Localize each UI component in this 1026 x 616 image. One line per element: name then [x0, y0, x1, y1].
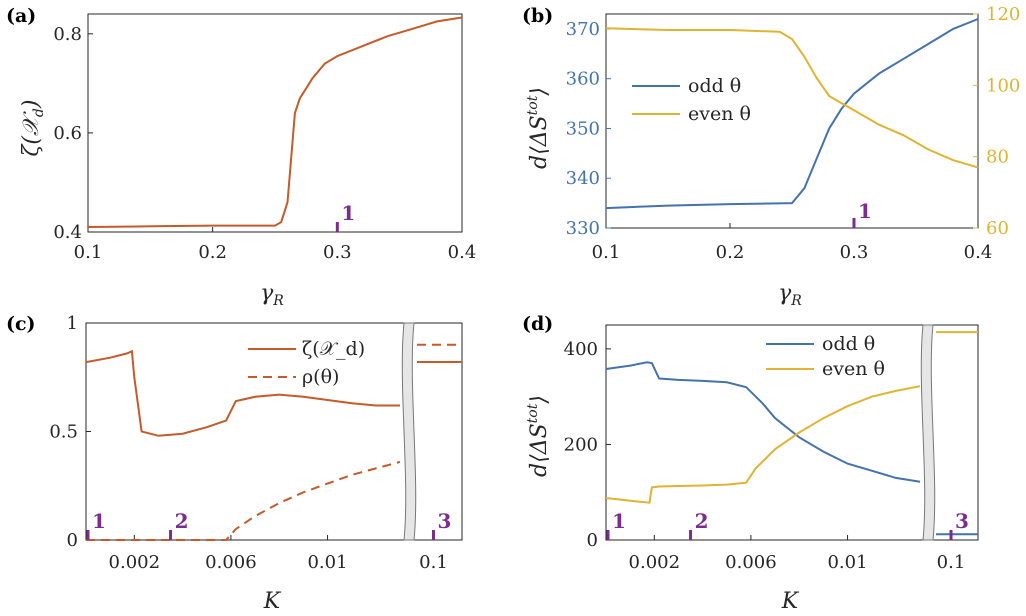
y-tick-label-d: 400 — [564, 339, 598, 360]
svg-text:d⟨ΔStot⟩: d⟨ΔStot⟩ — [525, 395, 552, 477]
x-tick-label-d: 0.002 — [629, 552, 681, 573]
y-tick-label-a: 0.6 — [53, 123, 82, 144]
x-tick-label-a: 0.1 — [74, 242, 103, 263]
axis-break-c — [401, 322, 417, 541]
y-tick-label-b: 350 — [566, 118, 600, 139]
svg-text:γR: γR — [778, 281, 802, 309]
x-tick-label-c: 0.002 — [109, 552, 161, 573]
marker-label-d: 3 — [955, 509, 969, 533]
panel-d-frame — [605, 324, 979, 541]
marker-label-c: 1 — [92, 509, 106, 533]
x-tick-label-a: 0.2 — [198, 242, 227, 263]
panel-a-frame — [87, 13, 463, 233]
x-tick-label-c: 0.006 — [205, 552, 257, 573]
svg-text:γR: γR — [260, 281, 284, 309]
x-tick-label-d: 0.01 — [827, 552, 867, 573]
axis-break-d — [920, 324, 936, 541]
y-tick-label-c: 1 — [67, 313, 78, 334]
legend-label-odd-b: odd θ — [688, 75, 741, 97]
y-tick-label-a: 0.4 — [53, 222, 82, 243]
odd-theta-line-d — [605, 361, 921, 483]
svg-text:K: K — [263, 589, 282, 614]
svg-text:K: K — [781, 589, 800, 614]
marker-label-d: 2 — [695, 509, 709, 533]
x-tick-label-b: 0.3 — [840, 242, 869, 263]
legend-label-even-d: even θ — [822, 358, 885, 380]
panel-label-c: (c) — [6, 313, 36, 335]
panel-label-b: (b) — [522, 5, 553, 27]
panel-d-ylabel: d⟨ΔStot⟩ — [525, 395, 552, 477]
y-tick-label-d: 200 — [564, 434, 598, 455]
even-theta-line-b — [605, 27, 979, 169]
panel-c-xlabel: K — [263, 589, 282, 614]
x-tick-label-b: 0.4 — [964, 242, 993, 263]
panel-a-xlabel: γR — [260, 281, 284, 309]
legend-label-rho-c: ρ(θ) — [302, 366, 339, 388]
panel-label-d: (d) — [522, 313, 553, 335]
panel-a-ylabel: ζ(𝒳d) — [19, 100, 47, 157]
x-tick-label-a: 0.4 — [448, 242, 477, 263]
x-tick-label-b: 0.2 — [716, 242, 745, 263]
panel-label-a: (a) — [6, 5, 36, 27]
even-theta-line-d — [605, 385, 921, 504]
zeta-line-a — [87, 16, 463, 228]
y-tick-label-c: 0 — [67, 530, 78, 551]
y-tick-label-b: 370 — [566, 19, 600, 40]
y-tick-label-b: 330 — [566, 218, 600, 239]
odd-theta-line-b — [605, 18, 979, 210]
marker-label-c: 3 — [438, 509, 452, 533]
panel-b-ylabel: d⟨ΔStot⟩ — [525, 87, 552, 169]
x-tick-label-a: 0.3 — [323, 242, 352, 263]
x-tick-label-break-c: 0.1 — [419, 552, 448, 573]
y2-tick-label-b: 100 — [986, 75, 1020, 96]
svg-text:d⟨ΔStot⟩: d⟨ΔStot⟩ — [525, 87, 552, 169]
svg-text:ζ(𝒳d): ζ(𝒳d) — [19, 100, 47, 157]
marker-label-c: 2 — [175, 509, 189, 533]
y-tick-label-c: 0.5 — [49, 422, 78, 443]
panel-d-xlabel: K — [781, 589, 800, 614]
y2-tick-label-b: 60 — [986, 218, 1009, 239]
plots: 0.1 0.2 0.3 0.40.40.60.810.1 0.2 0.3 0.4330340… — [49, 4, 1020, 573]
legend-label-odd-d: odd θ — [822, 333, 875, 355]
y-tick-label-d: 0 — [587, 530, 598, 551]
zeta-line-c — [85, 349, 400, 437]
x-tick-label-c: 0.01 — [307, 552, 347, 573]
legend-label-even-b: even θ — [688, 103, 751, 125]
x-tick-label-b: 0.1 — [592, 242, 621, 263]
legend-label-zeta-c: ζ(𝒳_d) — [302, 338, 365, 360]
marker-label-b: 1 — [858, 199, 872, 223]
y2-tick-label-b: 80 — [986, 147, 1009, 168]
marker-label-d: 1 — [612, 509, 626, 533]
marker-label-a: 1 — [341, 201, 355, 225]
rho-line-c — [86, 460, 401, 541]
x-tick-label-d: 0.006 — [725, 552, 777, 573]
y2-tick-label-b: 120 — [986, 4, 1020, 25]
y-tick-label-a: 0.8 — [53, 24, 82, 45]
y-tick-label-b: 360 — [566, 69, 600, 90]
x-tick-label-break-d: 0.1 — [937, 552, 966, 573]
panel-b-xlabel: γR — [778, 281, 802, 309]
panel-b-frame — [605, 13, 979, 229]
y-tick-label-b: 340 — [566, 168, 600, 189]
